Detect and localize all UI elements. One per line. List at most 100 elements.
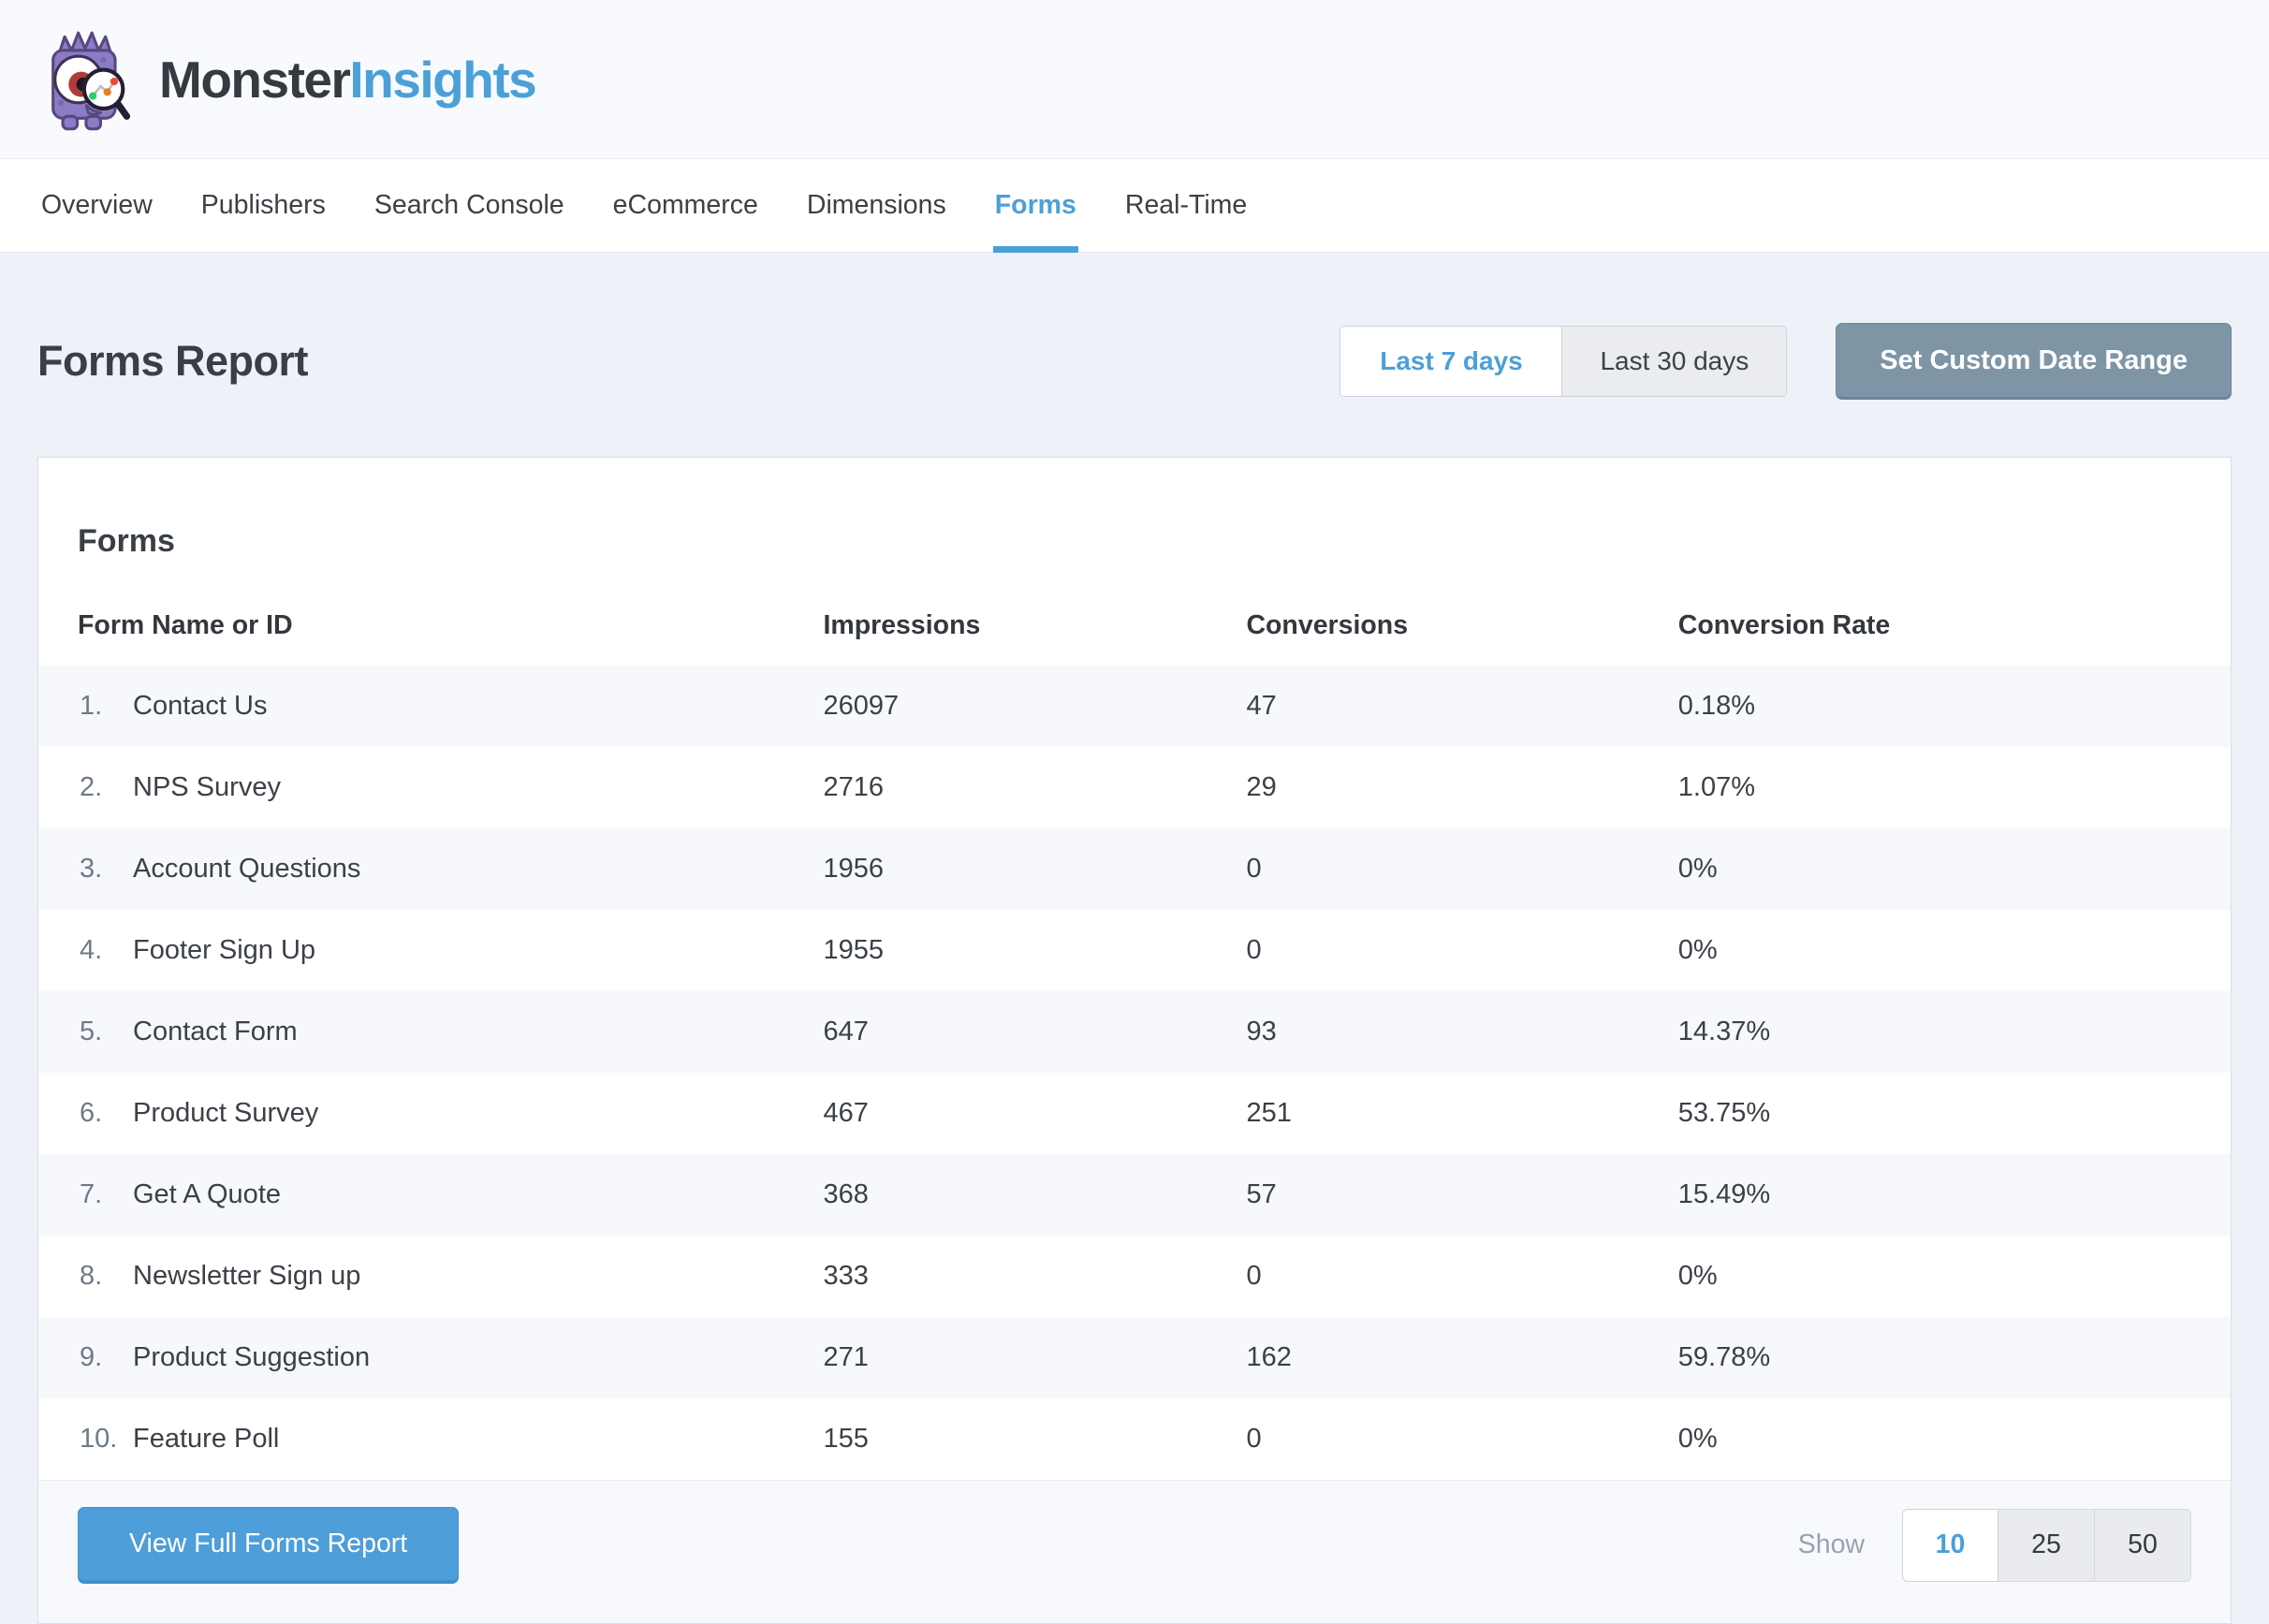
conversion-rate-cell: 14.37% <box>1677 1016 1771 1046</box>
conversions-cell: 162 <box>1246 1341 1292 1372</box>
form-name: Footer Sign Up <box>133 934 316 965</box>
conversions-cell: 0 <box>1246 934 1262 965</box>
form-name: Account Questions <box>133 853 361 884</box>
nav-tab-dimensions[interactable]: Dimensions <box>806 190 946 220</box>
conversion-rate-cell: 0% <box>1677 1260 1718 1291</box>
form-name: Contact Form <box>133 1016 298 1046</box>
row-rank: 8. <box>80 1260 103 1291</box>
view-full-forms-report-button[interactable]: View Full Forms Report <box>78 1506 460 1584</box>
table-row: 3. Account Questions 1956 0 0% <box>38 827 2231 910</box>
nav-tab-real-time[interactable]: Real-Time <box>1124 190 1248 220</box>
form-name: Get A Quote <box>133 1178 281 1209</box>
page-size-option-50[interactable]: 50 <box>2095 1508 2191 1582</box>
nav-tab-search-console[interactable]: Search Console <box>373 190 564 220</box>
forms-table: Form Name or ID Impressions Conversions … <box>38 586 2231 1480</box>
row-rank: 1. <box>80 690 103 721</box>
impressions-cell: 1956 <box>823 853 884 884</box>
row-rank: 7. <box>80 1178 103 1209</box>
column-header-conversions: Conversions <box>1246 609 1409 640</box>
impressions-cell: 647 <box>823 1016 869 1046</box>
page-size-control: Show 10 25 50 <box>1797 1508 2191 1582</box>
conversions-cell: 29 <box>1246 771 1277 802</box>
conversion-rate-cell: 53.75% <box>1677 1097 1771 1128</box>
form-name-cell: 5. Contact Form <box>38 991 823 1073</box>
table-row: 5. Contact Form 647 93 14.37% <box>38 990 2231 1073</box>
conversions-cell: 251 <box>1246 1097 1292 1128</box>
page-size-option-25[interactable]: 25 <box>1998 1508 2095 1582</box>
table-row: 2. NPS Survey 2716 29 1.07% <box>38 747 2231 828</box>
conversion-rate-cell: 59.78% <box>1677 1341 1771 1372</box>
nav-tab-forms[interactable]: Forms <box>971 159 1101 253</box>
table-header-row: Form Name or ID Impressions Conversions … <box>38 586 2231 666</box>
impressions-cell: 26097 <box>823 690 900 721</box>
conversion-rate-cell: 0.18% <box>1677 690 1756 721</box>
conversions-cell: 0 <box>1246 1423 1262 1454</box>
form-name: Product Survey <box>133 1097 319 1128</box>
form-name-cell: 10. Feature Poll <box>38 1398 823 1480</box>
table-row: 4. Footer Sign Up 1955 0 0% <box>38 910 2231 991</box>
page-size-option-10[interactable]: 10 <box>1902 1508 1998 1582</box>
row-rank: 3. <box>80 853 103 884</box>
page-head: Forms Report Last 7 days Last 30 days Set… <box>37 309 2232 414</box>
form-name-cell: 4. Footer Sign Up <box>38 910 823 991</box>
forms-card-title: Forms <box>78 522 175 559</box>
primary-nav: Overview Publishers Search Console eCommerc… <box>0 159 2269 253</box>
form-name-cell: 1. Contact Us <box>38 666 823 747</box>
impressions-cell: 271 <box>823 1341 869 1372</box>
nav-tab-ecommerce[interactable]: eCommerce <box>612 190 758 220</box>
nav-tab-publishers[interactable]: Publishers <box>200 190 326 220</box>
conversions-cell: 93 <box>1246 1016 1277 1046</box>
page-size-group: 10 25 50 <box>1902 1508 2191 1582</box>
table-row: 1. Contact Us 26097 47 0.18% <box>38 665 2231 747</box>
brand-wordmark: MonsterInsights <box>159 50 537 110</box>
table-row: 9. Product Suggestion 271 162 59.78% <box>38 1316 2231 1398</box>
date-range-toggle: Last 7 days Last 30 days <box>1339 326 1788 398</box>
form-name-cell: 7. Get A Quote <box>38 1154 823 1236</box>
forms-table-body: 1. Contact Us 26097 47 0.18% 2. NPS Survey 2716… <box>38 665 2231 1480</box>
column-header-impressions: Impressions <box>823 609 981 640</box>
table-row: 7. Get A Quote 368 57 15.49% <box>38 1153 2231 1236</box>
table-row: 6. Product Survey 467 251 53.75% <box>38 1073 2231 1154</box>
table-row: 10. Feature Poll 155 0 0% <box>38 1398 2231 1480</box>
conversions-cell: 0 <box>1246 1260 1262 1291</box>
form-name-cell: 9. Product Suggestion <box>38 1317 823 1398</box>
brand-name-secondary: Insights <box>349 50 536 109</box>
row-rank: 9. <box>80 1341 103 1372</box>
conversion-rate-cell: 1.07% <box>1677 771 1756 802</box>
conversions-cell: 0 <box>1246 853 1262 884</box>
row-rank: 4. <box>80 934 103 965</box>
conversions-cell: 47 <box>1246 690 1277 721</box>
impressions-cell: 1955 <box>823 934 884 965</box>
impressions-cell: 467 <box>823 1097 869 1128</box>
brand-name-primary: Monster <box>159 50 351 109</box>
form-name: Contact Us <box>133 690 268 721</box>
card-footer: View Full Forms Report Show 10 25 50 <box>38 1479 2231 1623</box>
impressions-cell: 333 <box>823 1260 869 1291</box>
table-row: 8. Newsletter Sign up 333 0 0% <box>38 1236 2231 1317</box>
forms-card: Forms Form Name or ID Impressions Conver… <box>37 457 2232 1624</box>
date-range-option-last-7-days[interactable]: Last 7 days <box>1340 327 1563 397</box>
conversion-rate-cell: 0% <box>1677 853 1718 884</box>
row-rank: 5. <box>80 1016 103 1046</box>
show-label: Show <box>1797 1529 1865 1560</box>
nav-tab-overview[interactable]: Overview <box>41 190 153 220</box>
date-range-option-last-30-days[interactable]: Last 30 days <box>1600 346 1749 376</box>
impressions-cell: 368 <box>823 1178 869 1209</box>
form-name-cell: 6. Product Survey <box>38 1073 823 1154</box>
page-title: Forms Report <box>37 337 309 386</box>
form-name: Feature Poll <box>133 1423 280 1454</box>
monsterinsights-logo-icon <box>51 31 131 130</box>
set-custom-date-range-button[interactable]: Set Custom Date Range <box>1836 323 2232 401</box>
conversion-rate-cell: 15.49% <box>1677 1178 1771 1209</box>
app-header: MonsterInsights <box>0 0 2269 159</box>
impressions-cell: 2716 <box>823 771 884 802</box>
form-name: NPS Survey <box>133 771 281 802</box>
row-rank: 6. <box>80 1097 103 1128</box>
form-name-cell: 3. Account Questions <box>38 828 823 910</box>
form-name-cell: 8. Newsletter Sign up <box>38 1236 823 1317</box>
row-rank: 10. <box>80 1423 118 1454</box>
form-name: Product Suggestion <box>133 1341 371 1372</box>
row-rank: 2. <box>80 771 103 802</box>
column-header-conversion-rate: Conversion Rate <box>1677 609 1891 640</box>
column-header-form-name: Form Name or ID <box>78 609 293 640</box>
